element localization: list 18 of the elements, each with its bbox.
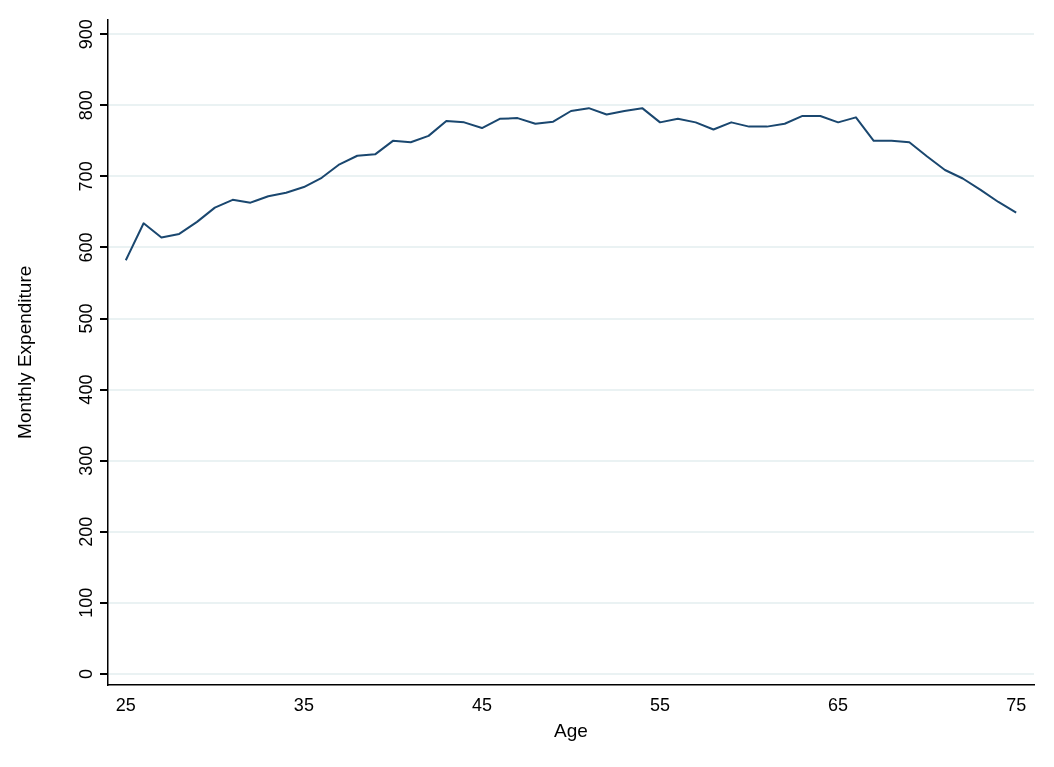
y-tick-label: 100 <box>75 587 96 618</box>
y-tick-label: 900 <box>75 19 96 50</box>
x-tick-label: 35 <box>293 695 314 716</box>
x-tick-label: 75 <box>1006 695 1027 716</box>
y-tick-label: 800 <box>75 90 96 121</box>
x-tick-label: 55 <box>650 695 671 716</box>
y-tick-label: 400 <box>75 374 96 405</box>
x-tick-label: 45 <box>471 695 492 716</box>
y-tick-label: 300 <box>75 445 96 476</box>
x-axis-title: Age <box>554 719 588 741</box>
y-axis-title: Monthly Expenditure <box>13 265 35 439</box>
x-tick-label: 25 <box>115 695 136 716</box>
y-tick-label: 500 <box>75 303 96 334</box>
x-tick-label: 65 <box>828 695 849 716</box>
y-tick-label: 700 <box>75 161 96 192</box>
y-tick-label: 200 <box>75 516 96 547</box>
y-tick-label: 600 <box>75 232 96 263</box>
y-tick-label: 0 <box>75 668 96 679</box>
